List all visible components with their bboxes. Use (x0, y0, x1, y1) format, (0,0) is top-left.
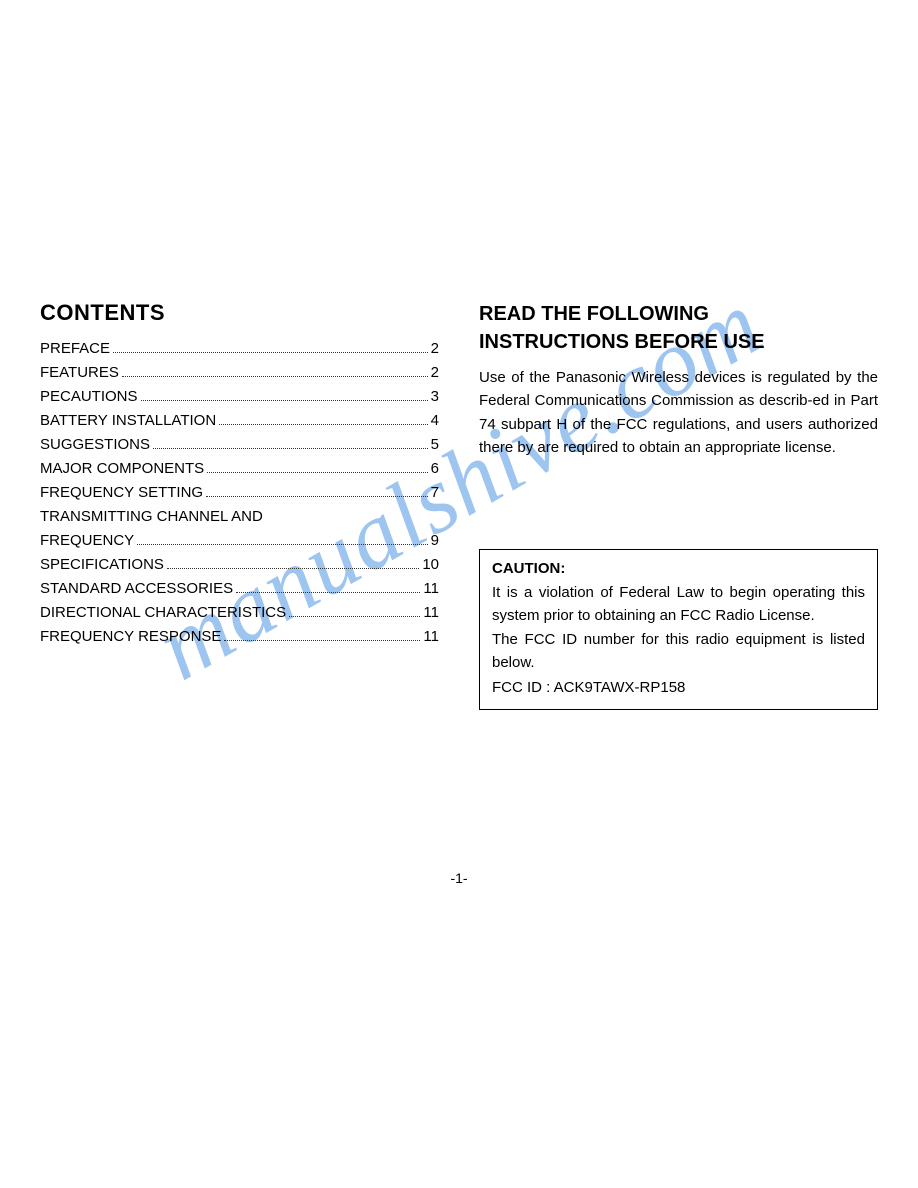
toc-page: 11 (423, 604, 439, 621)
toc-label: BATTERY INSTALLATION (40, 412, 216, 429)
toc-row: FEATURES 2 (40, 364, 439, 381)
toc-dots (141, 400, 428, 401)
toc-label: PECAUTIONS (40, 388, 138, 405)
toc-row: PREFACE 2 (40, 340, 439, 357)
toc-dots (206, 496, 428, 497)
right-column: READ THE FOLLOWING INSTRUCTIONS BEFORE U… (479, 300, 878, 710)
toc-page: 11 (423, 628, 439, 645)
toc-dots (137, 544, 427, 545)
fcc-id: FCC ID : ACK9TAWX-RP158 (492, 676, 865, 699)
toc-label: MAJOR COMPONENTS (40, 460, 204, 477)
toc-row: BATTERY INSTALLATION 4 (40, 412, 439, 429)
toc-dots (207, 472, 427, 473)
toc-label: STANDARD ACCESSORIES (40, 580, 233, 597)
toc-row: STANDARD ACCESSORIES 11 (40, 580, 439, 597)
caution-line1: It is a violation of Federal Law to begi… (492, 584, 865, 624)
instructions-heading: READ THE FOLLOWING INSTRUCTIONS BEFORE U… (479, 300, 878, 356)
instructions-body: Use of the Panasonic Wireless devices is… (479, 366, 878, 459)
toc-row: PECAUTIONS 3 (40, 388, 439, 405)
toc-page: 6 (431, 460, 439, 477)
toc-dots (113, 352, 428, 353)
instructions-heading-line1: READ THE FOLLOWING (479, 303, 709, 325)
toc-label: PREFACE (40, 340, 110, 357)
page-container: CONTENTS PREFACE 2 FEATURES 2 PECAUTIONS 3 BAT… (40, 300, 878, 710)
toc-page: 11 (423, 580, 439, 597)
instructions-heading-line2: INSTRUCTIONS BEFORE USE (479, 331, 765, 353)
toc-row: FREQUENCY RESPONSE 11 (40, 628, 439, 645)
toc-page: 2 (431, 340, 439, 357)
contents-heading: CONTENTS (40, 300, 439, 326)
toc-page: 10 (422, 556, 439, 573)
toc-label: FREQUENCY RESPONSE (40, 628, 221, 645)
left-column: CONTENTS PREFACE 2 FEATURES 2 PECAUTIONS 3 BAT… (40, 300, 439, 710)
caution-line2: The FCC ID number for this radio equipme… (492, 631, 865, 671)
page-number: -1- (0, 870, 918, 886)
toc-dots (153, 448, 428, 449)
toc-page: 7 (431, 484, 439, 501)
toc-label: FREQUENCY SETTING (40, 484, 203, 501)
toc-page: 2 (431, 364, 439, 381)
caution-body: It is a violation of Federal Law to begi… (492, 581, 865, 699)
toc-row: TRANSMITTING CHANNEL AND (40, 508, 439, 525)
toc-dots (224, 640, 420, 641)
toc-dots (289, 616, 420, 617)
caution-title: CAUTION: (492, 560, 865, 577)
toc-list: PREFACE 2 FEATURES 2 PECAUTIONS 3 BATTERY INST… (40, 340, 439, 645)
toc-row: SUGGESTIONS 5 (40, 436, 439, 453)
toc-label: SUGGESTIONS (40, 436, 150, 453)
toc-page: 5 (431, 436, 439, 453)
toc-dots (122, 376, 428, 377)
toc-row: FREQUENCY SETTING 7 (40, 484, 439, 501)
toc-page: 4 (431, 412, 439, 429)
toc-dots (236, 592, 420, 593)
toc-label: FEATURES (40, 364, 119, 381)
toc-label: DIRECTIONAL CHARACTERISTICS (40, 604, 286, 621)
toc-dots (219, 424, 428, 425)
toc-dots (167, 568, 419, 569)
toc-label: SPECIFICATIONS (40, 556, 164, 573)
toc-label: FREQUENCY (40, 532, 134, 549)
toc-row: SPECIFICATIONS 10 (40, 556, 439, 573)
toc-label: TRANSMITTING CHANNEL AND (40, 508, 263, 525)
toc-row: DIRECTIONAL CHARACTERISTICS 11 (40, 604, 439, 621)
toc-page: 3 (431, 388, 439, 405)
toc-page: 9 (431, 532, 439, 549)
caution-box: CAUTION: It is a violation of Federal La… (479, 549, 878, 710)
toc-row: FREQUENCY 9 (40, 532, 439, 549)
toc-row: MAJOR COMPONENTS 6 (40, 460, 439, 477)
